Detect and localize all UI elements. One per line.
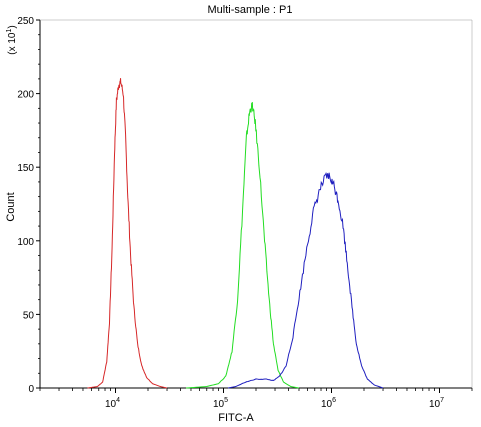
plot-frame <box>39 19 473 389</box>
x-tick-label-exponent: 6 <box>332 397 336 404</box>
y-axis-multiplier-exponent: 1 <box>6 29 13 33</box>
x-tick-label: 105 <box>213 397 228 410</box>
y-tick-label: 100 <box>17 237 34 248</box>
x-axis-label: FITC-A <box>218 412 254 424</box>
series-line-2 <box>186 102 300 389</box>
x-tick-label: 104 <box>105 397 120 410</box>
x-axis-ticks: 104 105 106 107 <box>39 388 473 410</box>
series-line-3 <box>227 171 384 389</box>
y-tick-label: 150 <box>17 163 34 174</box>
y-axis-multiplier: (x 101) <box>6 25 18 54</box>
x-tick-label-exponent: 5 <box>224 397 228 404</box>
y-axis-ticks: 0 50 100 150 200 250 <box>17 16 40 395</box>
y-axis-label: Count <box>5 192 17 221</box>
y-tick-label: 0 <box>28 384 34 395</box>
y-tick-label: 200 <box>17 90 34 101</box>
x-tick-label-exponent: 4 <box>116 397 120 404</box>
y-tick-label: 50 <box>23 310 35 321</box>
x-tick-label-exponent: 7 <box>440 397 444 404</box>
series-layer <box>87 78 384 389</box>
series-line-1 <box>87 78 168 389</box>
x-tick-label: 106 <box>321 397 336 410</box>
x-tick-label: 107 <box>429 397 444 410</box>
y-tick-label: 250 <box>17 16 34 27</box>
chart-title: Multi-sample : P1 <box>208 4 293 16</box>
